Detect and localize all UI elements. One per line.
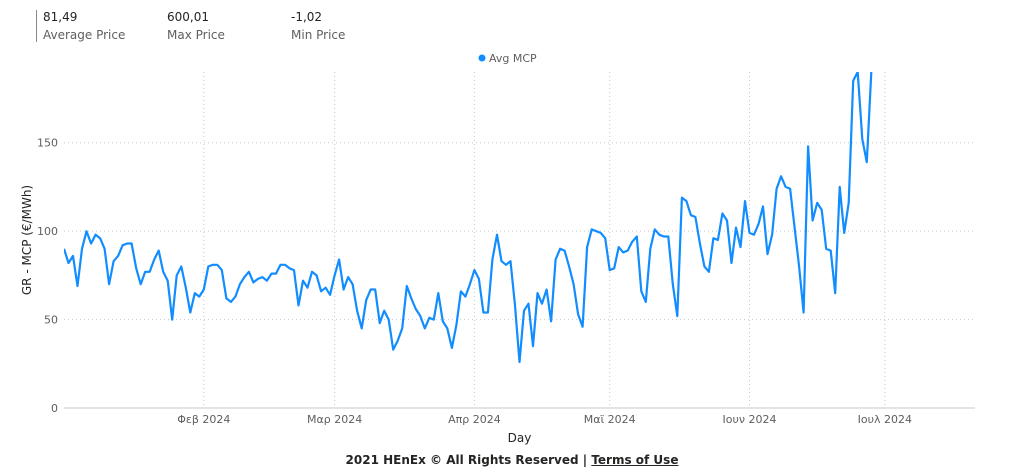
max-price-value: 600,01 xyxy=(167,10,209,24)
terms-of-use-link[interactable]: Terms of Use xyxy=(591,453,679,467)
x-axis-title: Day xyxy=(508,431,532,445)
y-tick-label: 50 xyxy=(44,314,58,327)
series-line-avg-mcp xyxy=(64,72,873,364)
kpi-row: 81,49 Average Price 600,01 Max Price -1,… xyxy=(36,10,403,42)
kpi-min-price: -1,02 Min Price xyxy=(285,10,403,42)
y-tick-label: 150 xyxy=(37,137,58,150)
x-tick-label: Ιουλ 2024 xyxy=(858,413,912,426)
legend-marker xyxy=(478,54,486,62)
x-tick-label: Φεβ 2024 xyxy=(177,413,230,426)
y-tick-label: 0 xyxy=(51,402,58,415)
min-price-value: -1,02 xyxy=(291,10,323,24)
x-tick-label: Απρ 2024 xyxy=(448,413,501,426)
y-axis-title: GR - MCP (€/MWh) xyxy=(20,185,34,295)
average-price-label: Average Price xyxy=(43,28,126,42)
legend-label: Avg MCP xyxy=(489,52,537,65)
average-price-value: 81,49 xyxy=(43,10,78,24)
max-price-label: Max Price xyxy=(167,28,225,42)
kpi-average-price: 81,49 Average Price xyxy=(36,10,155,42)
footer: 2021 HEnEx © All Rights Reserved | Terms… xyxy=(0,453,1024,467)
price-line-chart[interactable]: 0 50 100 150 Φεβ 2024 Μαρ 2024 Απρ 2024 Μαϊ 202… xyxy=(0,0,1024,450)
x-tick-label: Μαϊ 2024 xyxy=(584,413,636,426)
kpi-max-price: 600,01 Max Price xyxy=(161,10,279,42)
min-price-label: Min Price xyxy=(291,28,346,42)
x-tick-label: Ιουν 2024 xyxy=(723,413,777,426)
y-tick-label: 100 xyxy=(37,225,58,238)
x-tick-label: Μαρ 2024 xyxy=(307,413,362,426)
copyright-text: 2021 HEnEx © All Rights Reserved | xyxy=(345,453,592,467)
